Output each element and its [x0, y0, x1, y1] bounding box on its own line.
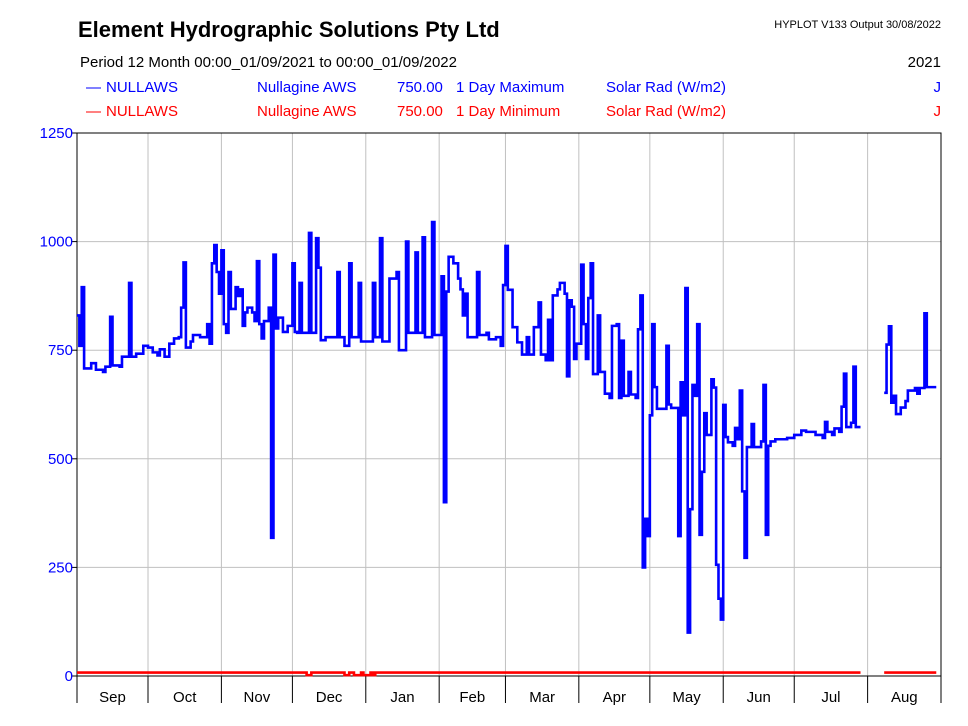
- legend-site-min: NULLAWS: [106, 103, 178, 120]
- legend-flag-min: J: [933, 103, 942, 120]
- plot-frame: [76, 132, 942, 677]
- year-label: 2021: [907, 54, 941, 71]
- legend-marker-min: —: [86, 103, 101, 120]
- version-label: HYPLOT V133 Output 30/08/2022: [774, 19, 941, 31]
- series-line-max: [77, 220, 937, 634]
- legend-name-min: Nullagine AWS: [257, 103, 357, 120]
- legend-value-min: 750.00: [397, 103, 443, 120]
- x-tick-label: Mar: [529, 689, 555, 706]
- legend-stat-max: 1 Day Maximum: [456, 79, 565, 96]
- legend-variable-min: Solar Rad (W/m2): [606, 103, 727, 120]
- x-tick-label: Oct: [173, 689, 197, 706]
- y-tick-label: 0: [65, 668, 73, 685]
- y-tick-label: 1000: [40, 234, 73, 251]
- x-tick-label: Nov: [244, 689, 271, 706]
- legend-site-max: NULLAWS: [106, 79, 178, 96]
- x-tick-label: Jan: [390, 689, 414, 706]
- x-tick-label: Apr: [603, 689, 626, 706]
- legend-variable-max: Solar Rad (W/m2): [606, 79, 727, 96]
- series-line-min: [77, 671, 937, 677]
- legend-name-max: Nullagine AWS: [257, 79, 357, 96]
- y-tick-label: 750: [48, 342, 73, 359]
- x-tick-label: May: [672, 689, 701, 706]
- legend-marker-max: —: [86, 79, 101, 96]
- period-label: Period 12 Month 00:00_01/09/2021 to 00:0…: [80, 54, 457, 71]
- x-tick-label: Feb: [459, 689, 485, 706]
- y-tick-label: 1250: [40, 125, 73, 142]
- legend-value-max: 750.00: [397, 79, 443, 96]
- legend-flag-max: J: [933, 79, 942, 96]
- y-tick-label: 250: [48, 559, 73, 576]
- x-tick-label: Sep: [99, 689, 126, 706]
- x-tick-label: Dec: [316, 689, 343, 706]
- x-tick-label: Jul: [821, 689, 840, 706]
- y-tick-label: 500: [48, 451, 73, 468]
- legend-stat-min: 1 Day Minimum: [456, 103, 561, 120]
- x-tick-label: Aug: [891, 689, 918, 706]
- chart-title: Element Hydrographic Solutions Pty Ltd: [78, 17, 500, 42]
- x-tick-label: Jun: [747, 689, 771, 706]
